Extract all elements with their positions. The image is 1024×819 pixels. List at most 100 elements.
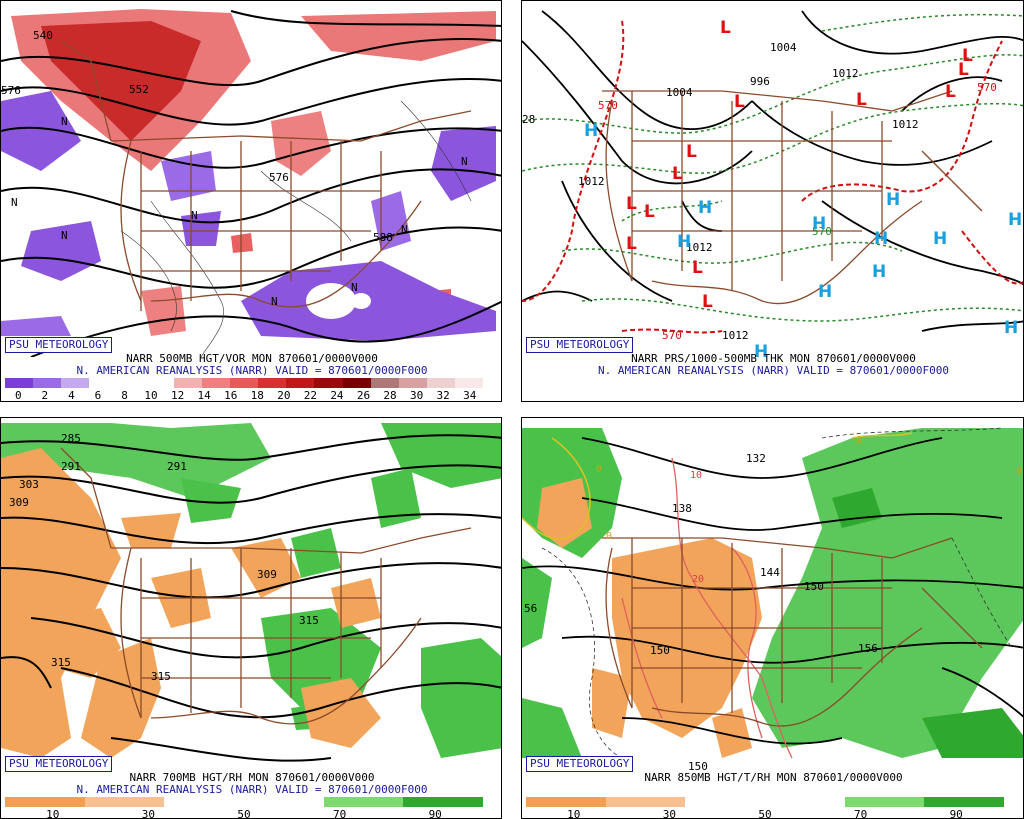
colorbar-tick-label: 16 [224, 389, 238, 402]
colorbar-tick-label: 18 [250, 389, 264, 402]
colorbar-tick-label: 2 [41, 389, 49, 402]
colorbar-swatch [5, 378, 34, 388]
colorbar-tick-label: 24 [330, 389, 344, 402]
product-caption: NARR PRS/1000-500MB THK MON 870601/0000V… [631, 352, 916, 365]
colorbar-tick-label: 10 [144, 389, 158, 402]
isobar-label: 1012 [722, 329, 749, 342]
low-pressure-marker: L [672, 164, 683, 184]
colorbar-swatch [201, 378, 230, 388]
low-pressure-marker: L [856, 90, 867, 110]
colorbar-swatch [204, 797, 244, 807]
colorbar-swatch [5, 797, 45, 807]
isobar-label: 1012 [686, 241, 713, 254]
low-pressure-marker: L [962, 46, 973, 66]
product-caption: NARR 500MB HGT/VOR MON 870601/0000V000 [126, 352, 378, 365]
colorbar-swatch [258, 378, 287, 388]
isotherm-label: 0 [606, 531, 612, 542]
isotherm-label: 0 [856, 436, 862, 447]
colorbar-swatch [117, 378, 146, 388]
high-pressure-marker: H [677, 232, 691, 252]
colorbar-tick-label: 4 [68, 389, 75, 402]
contour-label: 156 [858, 642, 878, 655]
vort-min-label: N [351, 281, 358, 294]
contour-label: 309 [257, 568, 277, 581]
low-pressure-markers: L L L L L L L L L L L L L [626, 18, 973, 312]
low-pressure-marker: L [702, 292, 713, 312]
colorbar-swatch [844, 797, 885, 807]
isotherm-label: 0 [596, 464, 602, 475]
colorbar-swatch [230, 378, 259, 388]
low-pressure-marker: L [626, 234, 637, 254]
isobar-label: 996 [750, 75, 770, 88]
isotherm-label: 0 [1016, 466, 1022, 477]
colorbar-tick-label: 50 [237, 808, 251, 819]
low-pressure-marker: L [720, 18, 731, 38]
colorbar-swatch [342, 378, 371, 388]
colorbar-tick-label: 6 [94, 389, 102, 402]
high-pressure-marker: H [933, 229, 947, 249]
thickness-label: 570 [812, 225, 832, 238]
colorbar-tick-label: 0 [14, 389, 22, 402]
vort-min-label: N [61, 115, 68, 128]
colorbar-swatch [243, 797, 284, 807]
vorticity-colorbar [5, 378, 484, 388]
map-850mb: 0 0 0 0 10 20 132 138 144 150 150 156 56… [522, 418, 1023, 776]
map-labels-pressure: 996 1004 1004 1012 1012 1012 1012 1012 5… [522, 41, 997, 342]
high-pressure-marker: H [1008, 210, 1022, 230]
isobar-label: 1012 [832, 67, 859, 80]
vort-min-label: N [11, 196, 18, 209]
colorbar-swatch [323, 797, 364, 807]
colorbar-swatch [145, 378, 174, 388]
colorbar-swatch [426, 378, 455, 388]
colorbar-swatch [173, 378, 202, 388]
low-pressure-marker: L [686, 142, 697, 162]
high-pressure-marker: H [872, 262, 886, 282]
colorbar-swatch [403, 797, 444, 807]
valid-time-caption: N. AMERICAN REANALYSIS (NARR) VALID = 87… [76, 783, 428, 796]
contour-label: 285 [61, 432, 81, 445]
colorbar-swatch [61, 378, 90, 388]
colorbar-swatch [964, 797, 1004, 807]
colorbar-swatch [645, 797, 686, 807]
thickness-label: 570 [977, 81, 997, 94]
panel-sfc-pressure-thickness: 996 1004 1004 1012 1012 1012 1012 1012 5… [521, 0, 1024, 402]
contour-label: 576 [269, 171, 289, 184]
contour-label: 303 [19, 478, 39, 491]
contour-label: 540 [33, 29, 53, 42]
contour-label: 150 [650, 644, 670, 657]
colorbar-swatch [363, 797, 404, 807]
isobar-label: 28 [522, 113, 535, 126]
low-pressure-marker: L [945, 82, 956, 102]
panel-500mb-vorticity: 540 552 576 576 588 N N N N N N N N PSU … [0, 0, 502, 402]
colorbar-swatch [725, 797, 765, 807]
valid-time-caption: N. AMERICAN REANALYSIS (NARR) VALID = 87… [76, 364, 428, 377]
thickness-label: 570 [662, 329, 682, 342]
low-pressure-marker: L [692, 258, 703, 278]
psu-meteorology-logo: PSU METEOROLOGY [526, 337, 634, 353]
isobar-label: 1004 [666, 86, 693, 99]
colorbar-tick-label: 10 [567, 808, 581, 819]
colorbar-swatch [804, 797, 845, 807]
product-caption: NARR 850MB HGT/T/RH MON 870601/0000V000 [644, 771, 903, 784]
map-labels-700mb: 285 291 291 303 309 309 315 315 315 [9, 432, 319, 683]
colorbar-tick-label: 30 [662, 808, 677, 819]
low-pressure-marker: L [626, 194, 637, 214]
vort-min-label: N [271, 295, 278, 308]
colorbar-tick-label: 14 [197, 389, 211, 402]
contour-label: 150 [688, 760, 708, 773]
colorbar-swatch [314, 378, 343, 388]
thickness-label: 570 [598, 99, 618, 112]
rh-colorbar [5, 797, 483, 807]
contour-label: 132 [746, 452, 766, 465]
map-700mb: 285 291 291 303 309 309 315 315 315 [1, 418, 501, 776]
high-pressure-marker: H [1004, 318, 1018, 338]
panel-850mb-t-rh: 0 0 0 0 10 20 132 138 144 150 150 156 56… [521, 417, 1024, 819]
psu-meteorology-logo: PSU METEOROLOGY [526, 756, 634, 772]
colorbar-tick-label: 8 [121, 389, 128, 402]
contour-label: 138 [672, 502, 692, 515]
high-pressure-marker: H [698, 198, 712, 218]
colorbar-swatch [455, 378, 484, 388]
contour-label: 56 [524, 602, 537, 615]
colorbar-tick-label: 10 [46, 808, 60, 819]
colorbar-tick-label: 22 [303, 389, 317, 402]
